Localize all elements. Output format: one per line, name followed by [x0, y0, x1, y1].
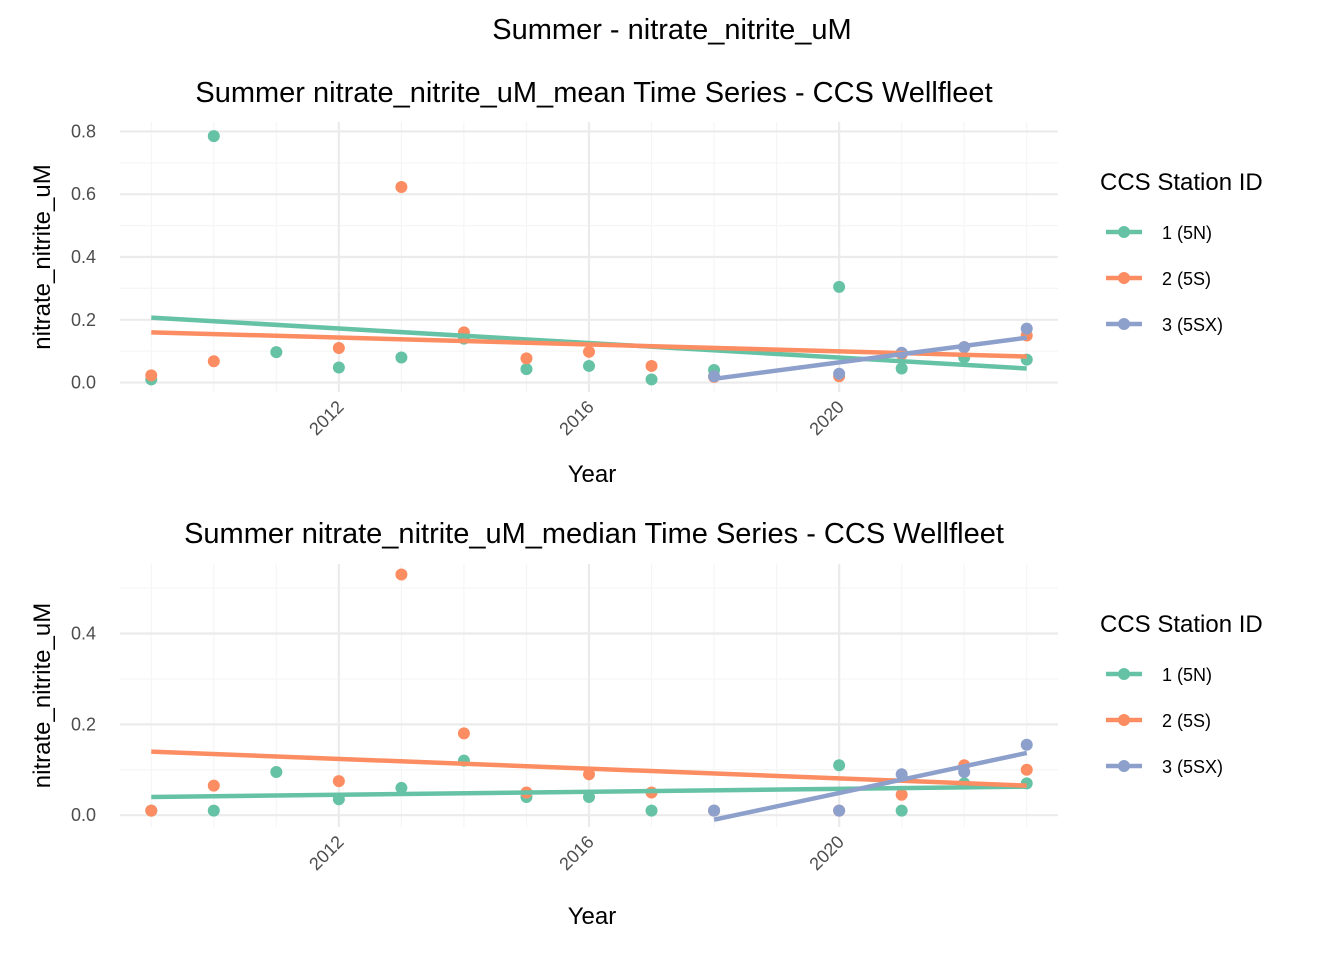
x-tick-label: 2016: [555, 832, 597, 874]
data-point: [207, 779, 220, 792]
legend-key-point: [1118, 760, 1130, 772]
data-point: [270, 346, 283, 359]
data-point: [207, 804, 220, 817]
trend-line-2: [151, 749, 1027, 788]
data-point: [145, 804, 158, 817]
legend-key-point: [1118, 318, 1130, 330]
data-point: [395, 351, 408, 364]
y-tick-label: 0.4: [71, 247, 96, 267]
x-axis-label: Year: [568, 903, 617, 930]
data-point: [833, 804, 846, 817]
data-point: [895, 362, 908, 375]
y-tick-label: 0.8: [71, 121, 96, 141]
data-point: [332, 775, 345, 788]
data-point: [520, 352, 533, 365]
trend-line-3: [713, 335, 1028, 382]
data-point: [645, 359, 658, 372]
data-point: [895, 788, 908, 801]
x-tick-label: 2020: [806, 832, 848, 874]
data-point: [395, 568, 408, 581]
y-tick-label: 0.2: [71, 714, 96, 734]
legend-title: CCS Station ID: [1100, 169, 1263, 196]
data-point: [145, 369, 158, 382]
data-point: [270, 766, 283, 779]
chart-panel-1: Summer nitrate_nitrite_uM_mean Time Seri…: [29, 77, 1263, 488]
x-tick-label: 2020: [806, 397, 848, 439]
data-point: [583, 345, 595, 358]
legend-key-point: [1118, 668, 1130, 680]
data-point: [332, 361, 345, 374]
trend-line-1: [151, 784, 1027, 800]
legend-label: 1 (5N): [1162, 223, 1212, 243]
y-axis-label: nitrate_nitrite_uM: [29, 603, 56, 788]
legend-label: 2 (5S): [1162, 269, 1211, 289]
figure-title: Summer - nitrate_nitrite_uM: [492, 14, 851, 46]
y-tick-label: 0.4: [71, 623, 96, 643]
data-point: [332, 342, 345, 355]
data-point: [645, 804, 658, 817]
data-point: [1020, 322, 1033, 335]
data-point: [645, 373, 658, 386]
legend-label: 1 (5N): [1162, 665, 1212, 685]
data-point: [833, 759, 846, 772]
data-point: [207, 130, 220, 143]
x-axis-label: Year: [568, 461, 617, 488]
legend: CCS Station ID 1 (5N) 2 (5S) 3 (5SX): [1100, 169, 1263, 335]
legend-key-point: [1118, 714, 1130, 726]
legend-key-point: [1118, 226, 1130, 238]
data-point: [833, 280, 846, 293]
panel-title: Summer nitrate_nitrite_uM_mean Time Seri…: [195, 77, 992, 109]
chart-panel-2: Summer nitrate_nitrite_uM_median Time Se…: [29, 518, 1263, 930]
data-point: [1020, 738, 1033, 751]
data-point: [708, 804, 721, 817]
legend-key-point: [1118, 272, 1130, 284]
data-point: [1020, 763, 1033, 776]
legend: CCS Station ID 1 (5N) 2 (5S) 3 (5SX): [1100, 611, 1263, 777]
panel-title: Summer nitrate_nitrite_uM_median Time Se…: [184, 518, 1004, 550]
data-point: [395, 781, 408, 794]
legend-label: 2 (5S): [1162, 711, 1211, 731]
data-point: [395, 180, 408, 193]
y-tick-label: 0.2: [71, 310, 96, 330]
data-point: [457, 727, 470, 740]
y-tick-label: 0.6: [71, 184, 96, 204]
x-tick-label: 2012: [305, 397, 347, 439]
data-point: [583, 768, 595, 781]
y-tick-label: 0.0: [71, 805, 96, 825]
data-point: [520, 363, 533, 376]
data-point: [895, 804, 908, 817]
data-point: [833, 367, 846, 380]
trend-line-2: [151, 330, 1027, 359]
legend-title: CCS Station ID: [1100, 611, 1263, 638]
y-tick-label: 0.0: [71, 373, 96, 393]
x-tick-label: 2016: [555, 397, 597, 439]
y-axis-label: nitrate_nitrite_uM: [29, 164, 56, 349]
data-point: [583, 359, 595, 372]
major-gridlines: [120, 122, 1058, 392]
x-tick-label: 2012: [305, 832, 347, 874]
legend-label: 3 (5SX): [1162, 315, 1223, 335]
data-point: [207, 355, 220, 368]
trend-line-3: [713, 750, 1028, 822]
legend-label: 3 (5SX): [1162, 757, 1223, 777]
